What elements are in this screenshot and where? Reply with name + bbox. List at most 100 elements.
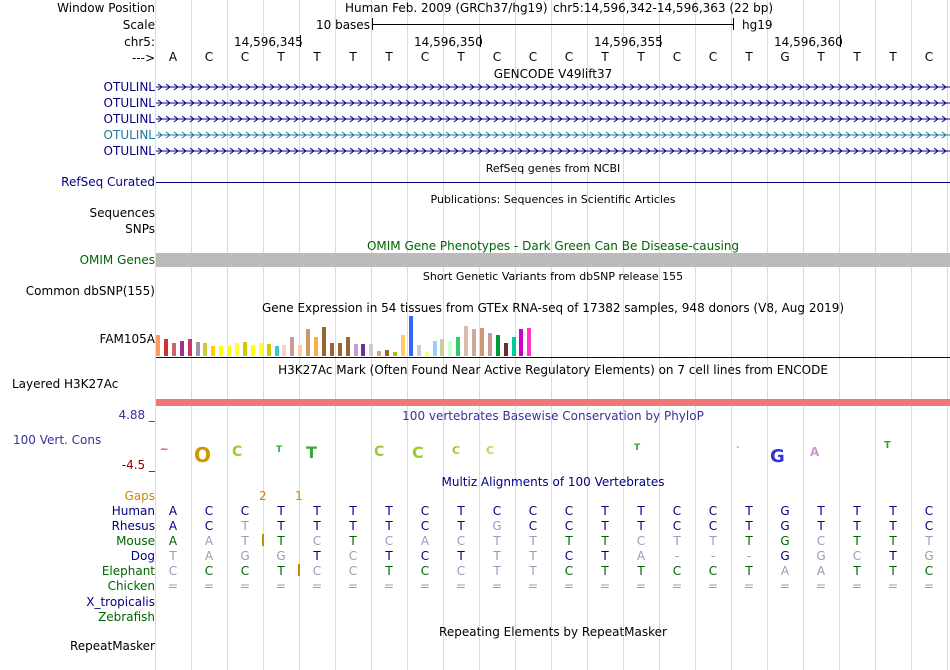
gencode-transcript[interactable] bbox=[156, 113, 950, 125]
refseq-label[interactable]: RefSeq Curated bbox=[61, 175, 155, 189]
species-label[interactable]: Elephant bbox=[101, 564, 155, 578]
gtex-tissue-bar[interactable] bbox=[377, 351, 382, 356]
gtex-tissue-bar[interactable] bbox=[511, 337, 516, 356]
alignment-base: T bbox=[349, 519, 357, 533]
gtex-tissue-bar[interactable] bbox=[258, 343, 263, 356]
svg-text:G: G bbox=[770, 446, 785, 467]
alignment-base: C bbox=[384, 534, 394, 548]
gtex-tissue-bar[interactable] bbox=[503, 343, 508, 356]
scale-bar-right-end bbox=[733, 18, 734, 30]
gtex-tissue-bar[interactable] bbox=[432, 341, 437, 356]
gtex-tissue-bar[interactable] bbox=[361, 344, 366, 356]
gtex-tissue-bar[interactable] bbox=[448, 341, 453, 356]
species-label[interactable]: Chicken bbox=[107, 579, 155, 593]
h3k27ac-label[interactable]: Layered H3K27Ac bbox=[12, 377, 119, 391]
gtex-label[interactable]: FAM105A bbox=[99, 332, 155, 346]
gtex-tissue-bar[interactable] bbox=[266, 344, 271, 356]
phylop-logo[interactable]: ~ O C T T C C C C T . G A T bbox=[156, 436, 950, 468]
gtex-tissue-bar[interactable] bbox=[408, 316, 413, 356]
species-label[interactable]: Human bbox=[111, 504, 155, 518]
gtex-tissue-bar[interactable] bbox=[440, 339, 445, 356]
h3k27ac-signal-band[interactable] bbox=[156, 399, 950, 406]
base-gridline bbox=[587, 0, 588, 670]
gtex-tissue-bar[interactable] bbox=[242, 342, 247, 356]
gtex-tissue-bar[interactable] bbox=[353, 344, 358, 356]
species-label[interactable]: Dog bbox=[130, 549, 155, 563]
gaps-label: Gaps bbox=[124, 489, 155, 503]
gtex-tissue-bar[interactable] bbox=[250, 345, 255, 356]
gtex-tissue-bar[interactable] bbox=[487, 333, 492, 356]
gencode-transcript[interactable] bbox=[156, 129, 950, 141]
gtex-tissue-bar[interactable] bbox=[171, 343, 176, 356]
gtex-tissue-bar[interactable] bbox=[306, 329, 311, 356]
gtex-tissue-bar[interactable] bbox=[203, 343, 208, 356]
alignment-base: T bbox=[385, 549, 393, 563]
phylop-label[interactable]: 100 Vert. Cons bbox=[13, 433, 102, 447]
gtex-tissue-bar[interactable] bbox=[393, 352, 397, 356]
gtex-tissue-bar[interactable] bbox=[345, 337, 350, 356]
alignment-base: G bbox=[492, 519, 502, 533]
species-label[interactable]: Mouse bbox=[116, 534, 155, 548]
alignment-base: G bbox=[240, 549, 250, 563]
gtex-tissue-bar[interactable] bbox=[464, 326, 469, 356]
gtex-tissue-bar[interactable] bbox=[163, 339, 168, 356]
gencode-transcript[interactable] bbox=[156, 145, 950, 157]
gencode-label-2[interactable]: OTULINL bbox=[103, 96, 155, 110]
gtex-tissue-bar[interactable] bbox=[219, 346, 224, 356]
alignment-base: A bbox=[816, 564, 826, 578]
gencode-transcript[interactable] bbox=[156, 81, 950, 93]
track-area[interactable]: Human Feb. 2009 (GRCh37/hg19) chr5:14,59… bbox=[155, 0, 950, 670]
gtex-tissue-bar[interactable] bbox=[282, 345, 287, 356]
gtex-tissue-bar[interactable] bbox=[274, 346, 279, 356]
gtex-tissue-bar[interactable] bbox=[424, 352, 429, 356]
omim-gene-band[interactable] bbox=[156, 253, 950, 267]
gencode-label-5[interactable]: OTULINL bbox=[103, 144, 155, 158]
species-label[interactable]: Rhesus bbox=[111, 519, 155, 533]
gtex-tissue-bar[interactable] bbox=[211, 346, 216, 356]
gtex-tissue-bar[interactable] bbox=[290, 337, 295, 356]
gtex-bar-chart[interactable] bbox=[156, 316, 536, 356]
gtex-tissue-bar[interactable] bbox=[416, 345, 421, 356]
snps-label[interactable]: SNPs bbox=[125, 222, 155, 236]
base-gridline bbox=[875, 0, 876, 670]
species-label[interactable]: Zebrafish bbox=[98, 610, 155, 624]
gtex-baseline bbox=[156, 357, 950, 358]
gencode-label-1[interactable]: OTULINL bbox=[103, 80, 155, 94]
base-gridline bbox=[443, 0, 444, 670]
alignment-base: C bbox=[708, 564, 718, 578]
gtex-tissue-bar[interactable] bbox=[337, 343, 342, 356]
gtex-tissue-bar[interactable] bbox=[227, 346, 232, 356]
gtex-tissue-bar[interactable] bbox=[495, 335, 500, 356]
gtex-title: Gene Expression in 54 tissues from GTEx … bbox=[261, 301, 845, 315]
sequences-label[interactable]: Sequences bbox=[89, 206, 155, 220]
refseq-gene-line[interactable] bbox=[156, 182, 950, 183]
gtex-tissue-bar[interactable] bbox=[527, 328, 532, 356]
gencode-transcript[interactable] bbox=[156, 97, 950, 109]
gtex-tissue-bar[interactable] bbox=[156, 335, 160, 356]
gtex-tissue-bar[interactable] bbox=[479, 328, 484, 356]
gtex-tissue-bar[interactable] bbox=[195, 342, 200, 356]
omim-label[interactable]: OMIM Genes bbox=[79, 253, 155, 267]
gtex-tissue-bar[interactable] bbox=[519, 329, 524, 356]
gencode-label-4[interactable]: OTULINL bbox=[103, 128, 155, 142]
gtex-tissue-bar[interactable] bbox=[385, 350, 390, 356]
repeatmasker-label[interactable]: RepeatMasker bbox=[69, 639, 155, 653]
gtex-tissue-bar[interactable] bbox=[369, 344, 374, 356]
species-label[interactable]: X_tropicalis bbox=[86, 595, 155, 609]
gtex-tissue-bar[interactable] bbox=[321, 327, 326, 356]
alignment-base: C bbox=[456, 534, 466, 548]
gtex-tissue-bar[interactable] bbox=[400, 335, 405, 356]
gtex-tissue-bar[interactable] bbox=[179, 341, 184, 356]
gtex-tissue-bar[interactable] bbox=[298, 345, 303, 356]
gtex-tissue-bar[interactable] bbox=[472, 329, 476, 356]
alignment-base: G bbox=[780, 549, 790, 563]
gtex-tissue-bar[interactable] bbox=[187, 339, 192, 356]
dbsnp-label[interactable]: Common dbSNP(155) bbox=[25, 284, 155, 298]
gtex-tissue-bar[interactable] bbox=[235, 343, 239, 356]
alignment-base: G bbox=[816, 549, 826, 563]
gtex-tissue-bar[interactable] bbox=[329, 343, 334, 356]
alignment-base: T bbox=[277, 564, 285, 578]
gtex-tissue-bar[interactable] bbox=[314, 337, 318, 356]
gtex-tissue-bar[interactable] bbox=[456, 337, 461, 356]
gencode-label-3[interactable]: OTULINL bbox=[103, 112, 155, 126]
